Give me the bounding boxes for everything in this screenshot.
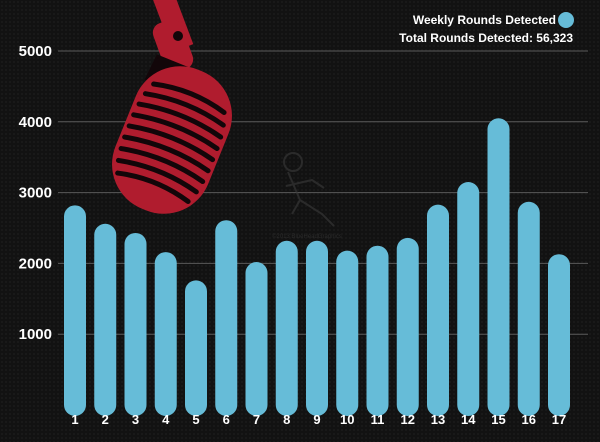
- x-tick-label: 7: [253, 412, 260, 427]
- y-tick-label: 1000: [19, 326, 52, 343]
- x-tick-label: 11: [371, 412, 385, 427]
- bar-week-10: [336, 250, 359, 416]
- watermark: ©2013 BlueHeadGraphics: [272, 152, 342, 240]
- bar-week-9: [306, 240, 328, 416]
- x-tick-label: 17: [552, 412, 566, 427]
- bar-week-14: [457, 181, 480, 416]
- x-tick-label: 5: [192, 412, 199, 427]
- bar-week-7: [245, 261, 268, 416]
- legend-series-label: Weekly Rounds Detected: [413, 13, 556, 27]
- x-tick-label: 2: [102, 412, 109, 427]
- y-tick-label: 2000: [19, 255, 52, 272]
- x-tick-label: 4: [162, 412, 170, 427]
- bar-week-11: [366, 245, 389, 416]
- x-tick-label: 9: [313, 412, 320, 427]
- bar-week-13: [427, 204, 449, 416]
- legend-total-label: Total Rounds Detected: 56,323: [399, 31, 573, 45]
- x-tick-label: 12: [401, 412, 415, 427]
- bar-week-12: [396, 237, 419, 416]
- x-tick-label: 3: [132, 412, 139, 427]
- x-tick-label: 13: [431, 412, 445, 427]
- x-tick-label: 15: [491, 412, 505, 427]
- x-tick-label: 14: [461, 412, 476, 427]
- legend: Weekly Rounds Detected Total Rounds Dete…: [399, 12, 574, 45]
- legend-swatch: [558, 12, 574, 28]
- x-tick-label: 10: [340, 412, 354, 427]
- bar-week-5: [185, 280, 207, 416]
- bar-week-15: [487, 118, 510, 416]
- bar-week-8: [275, 240, 298, 416]
- x-axis-labels: 1 2 3 4 5 6 7 8 9 10 11 12 13 14 15 16 17: [71, 412, 566, 427]
- bar-week-17: [548, 254, 570, 416]
- x-tick-label: 8: [283, 412, 290, 427]
- microphone-illustration: [112, 0, 232, 214]
- bar-week-4: [154, 252, 177, 416]
- bars: [64, 118, 570, 416]
- x-tick-label: 6: [223, 412, 230, 427]
- y-tick-label: 3000: [19, 185, 52, 202]
- bar-week-3: [124, 232, 147, 416]
- bar-week-16: [517, 201, 540, 416]
- y-tick-label: 5000: [19, 43, 52, 60]
- bar-week-1: [64, 205, 86, 416]
- bar-week-2: [94, 223, 117, 416]
- x-tick-label: 16: [522, 412, 536, 427]
- y-tick-label: 4000: [19, 114, 52, 131]
- watermark-text: ©2013 BlueHeadGraphics: [272, 233, 342, 240]
- bar-week-6: [215, 220, 238, 416]
- x-tick-label: 1: [71, 412, 78, 427]
- y-axis-ticks: 1000 2000 3000 4000 5000: [19, 43, 52, 343]
